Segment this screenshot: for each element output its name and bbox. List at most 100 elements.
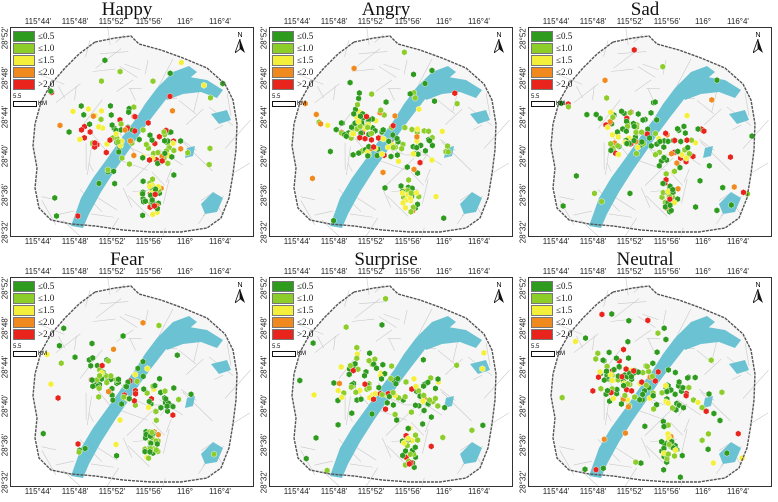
hex-cell: [560, 202, 567, 210]
hex-cell: [609, 113, 616, 121]
hex-cell: [727, 153, 734, 161]
hex-cell: [385, 143, 392, 151]
map-panel-sad: Sad ≤0.5 ≤1.0 ≤1.5 ≤2.0 >2.0 5.5 KM N 115°44…: [518, 0, 772, 250]
legend-swatch: [272, 42, 294, 54]
hex-cell: [144, 365, 151, 373]
lon-tick-top: 116°: [177, 17, 193, 26]
hex-cell: [609, 131, 616, 139]
city-boundary: [32, 35, 238, 233]
hex-cell: [161, 137, 168, 145]
legend-label: >2.0: [556, 79, 573, 89]
road: [603, 40, 609, 57]
hex-cell: [356, 134, 363, 142]
road: [230, 162, 251, 175]
legend-item: ≤2.0: [531, 66, 572, 78]
hex-cell: [348, 409, 355, 417]
pond: [703, 396, 713, 408]
hex-cell: [639, 390, 646, 398]
legend-item: >2.0: [531, 328, 572, 340]
legend-label: ≤2.0: [38, 317, 55, 327]
hex-cell: [412, 94, 419, 102]
road: [165, 168, 172, 183]
road: [88, 162, 94, 172]
hex-cell: [313, 434, 319, 442]
legend-swatch: [13, 328, 35, 340]
legend-item: ≤1.5: [531, 304, 572, 316]
road: [608, 463, 632, 468]
hex-cell: [101, 56, 108, 64]
lon-tick-top: 115°44': [24, 17, 52, 26]
hex-cell: [390, 389, 397, 397]
hex-cell: [453, 361, 460, 369]
road: [732, 124, 742, 130]
hex-cell: [104, 166, 111, 174]
hex-cell: [391, 112, 398, 120]
hex-cell: [382, 295, 389, 303]
legend-item: ≤2.0: [13, 316, 54, 328]
hex-cell: [130, 103, 137, 111]
hex-cell: [125, 108, 132, 116]
road: [124, 313, 141, 321]
hex-cell: [311, 391, 318, 399]
hex-cell: [398, 145, 405, 153]
hex-cell: [480, 349, 487, 357]
road: [200, 193, 213, 201]
hex-cell: [705, 390, 713, 398]
hex-cell: [671, 452, 678, 460]
hex-cell: [393, 416, 400, 424]
lon-tick-bottom: 115°52': [357, 237, 385, 246]
lon-tick-top: 115°52': [98, 17, 126, 26]
hex-cell: [78, 126, 85, 134]
lon-tick-bottom: 116°4': [468, 237, 490, 246]
hex-cell: [177, 137, 184, 145]
north-label: N: [237, 282, 243, 289]
hex-cell: [582, 334, 589, 342]
road: [634, 329, 652, 342]
hex-cell: [364, 123, 371, 131]
road: [573, 210, 593, 216]
hex-cell: [639, 116, 646, 124]
lon-tick-top: 115°52': [98, 267, 126, 276]
road: [677, 399, 701, 416]
river-branch: [679, 76, 741, 100]
hex-cell: [402, 393, 409, 401]
hex-cell: [412, 382, 419, 390]
hex-cell: [140, 177, 147, 185]
hex-cell: [601, 435, 608, 443]
legend-swatch: [272, 78, 294, 90]
hex-cell: [343, 132, 350, 140]
hex-cell: [127, 137, 134, 145]
road: [122, 187, 133, 208]
legend: ≤0.5 ≤1.0 ≤1.5 ≤2.0 >2.0: [13, 280, 54, 340]
road: [403, 309, 408, 325]
hex-cell: [350, 130, 357, 138]
hex-cell: [347, 362, 354, 370]
road: [347, 412, 353, 422]
hex-cell: [350, 151, 357, 159]
hex-cell: [422, 147, 429, 155]
map-panel-surprise: Surprise ≤0.5 ≤1.0 ≤1.5 ≤2.0 >2.0 5.5 KM N 1…: [259, 250, 513, 500]
road: [610, 68, 634, 72]
hex-cell: [107, 102, 114, 110]
hex-cell: [663, 388, 671, 396]
hex-cell: [356, 89, 363, 97]
lat-tick: 28°52': [0, 276, 10, 300]
lon-tick-top: 116°: [436, 17, 452, 26]
hex-cell: [380, 135, 387, 143]
road: [573, 460, 593, 466]
legend-label: ≤1.0: [38, 293, 55, 303]
lat-tick: 28°36': [259, 433, 269, 457]
road: [58, 336, 65, 349]
hex-cell: [424, 378, 431, 386]
hex-cell: [708, 356, 715, 364]
lon-tick-top: 115°56': [653, 267, 681, 276]
hex-cell: [623, 365, 630, 373]
road: [416, 308, 433, 338]
hex-cell: [375, 384, 382, 392]
lon-tick-top: 116°4': [727, 267, 749, 276]
hex-cell: [88, 340, 96, 347]
hex-cell: [674, 147, 681, 155]
hex-cell: [684, 112, 691, 120]
road: [483, 119, 510, 149]
hex-cell: [118, 400, 125, 408]
